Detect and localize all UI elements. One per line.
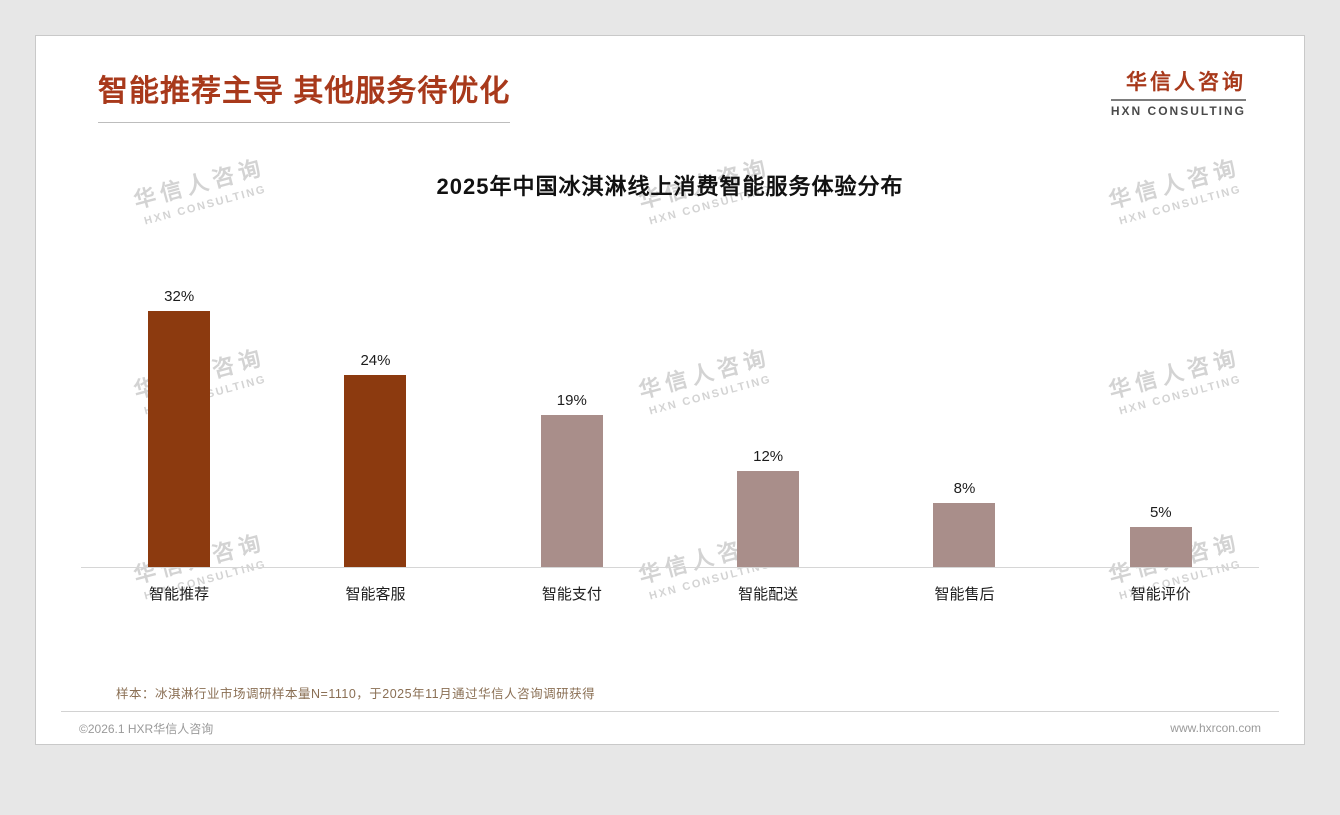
page-title: 智能推荐主导 其他服务待优化 [98, 66, 511, 123]
bar-group: 19% [474, 392, 670, 567]
company-logo: 华信人咨询 HXN CONSULTING [1110, 66, 1246, 118]
bar [933, 503, 996, 567]
bar-value-label: 8% [953, 480, 976, 497]
bar-group: 8% [866, 480, 1062, 567]
bar-group: 5% [1063, 504, 1259, 567]
logo-english-text: HXN CONSULTING [1110, 99, 1246, 118]
bar-category-label: 智能配送 [738, 586, 799, 603]
footer-copyright: ©2026.1 HXR华信人咨询 [79, 721, 214, 736]
bar [737, 471, 800, 567]
bar-value-label: 32% [164, 288, 195, 305]
sample-footnote: 样本：冰淇淋行业市场调研样本量N=1110，于2025年11月通过华信人咨询调研… [116, 687, 596, 701]
bar-value-label: 12% [753, 448, 784, 465]
bar-category-label: 智能评价 [1130, 586, 1191, 603]
bar-category-label: 智能客服 [345, 586, 406, 603]
bar-chart: 32% 24% 19% 12% 8% 5% [81, 267, 1259, 567]
slide: 华信人咨询 HXN CONSULTING 华信人咨询 HXN CONSULTIN… [35, 35, 1305, 745]
bar [344, 375, 407, 567]
x-axis-line [81, 567, 1259, 568]
bar [148, 311, 211, 567]
bar-category-label: 智能售后 [934, 586, 995, 603]
bar-group: 12% [670, 448, 866, 567]
bar-group: 32% [81, 288, 277, 567]
bar [1129, 527, 1192, 567]
logo-chinese-text: 华信人咨询 [1126, 71, 1246, 94]
bar-group: 24% [277, 352, 473, 567]
header: 智能推荐主导 其他服务待优化 华信人咨询 HXN CONSULTING [36, 36, 1304, 123]
bar-value-label: 24% [360, 352, 391, 369]
footer: ©2026.1 HXR华信人咨询 www.hxrcon.com [61, 711, 1279, 744]
bar-category-label: 智能推荐 [149, 586, 210, 603]
bar-category-label: 智能支付 [541, 586, 602, 603]
chart-title: 2025年中国冰淇淋线上消费智能服务体验分布 [436, 174, 904, 199]
category-labels: 智能推荐 智能客服 智能支付 智能配送 智能售后 智能评价 [81, 568, 1259, 604]
bar-value-label: 19% [556, 392, 587, 409]
footer-url: www.hxrcon.com [1170, 721, 1261, 735]
bar-value-label: 5% [1149, 504, 1172, 521]
bar [540, 415, 603, 567]
